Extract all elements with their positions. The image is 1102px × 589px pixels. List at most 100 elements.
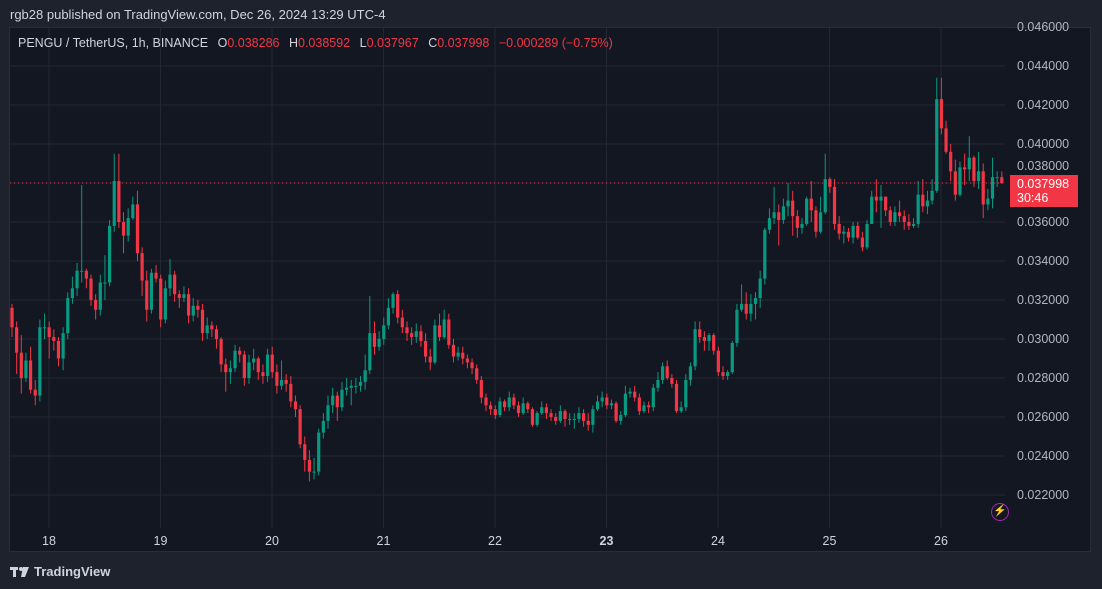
y-tick-label: 0.030000 <box>1017 332 1069 346</box>
candle-up <box>168 274 172 289</box>
candle-down <box>939 99 943 129</box>
candle-down <box>874 196 878 201</box>
candle-down <box>84 270 88 279</box>
candle-up <box>577 413 581 419</box>
x-tick-label: 23 <box>600 534 614 548</box>
candle-down <box>335 395 339 408</box>
change-value: −0.000289 (−0.75%) <box>498 36 613 50</box>
candle-up <box>800 223 804 228</box>
candle-up <box>865 223 869 248</box>
candle-up <box>609 403 614 406</box>
grid-lines <box>10 26 1005 528</box>
symbol-label[interactable]: PENGU / TetherUS, 1h, BINANCE <box>18 36 209 50</box>
candle-up <box>182 294 186 299</box>
open-label: O <box>217 36 228 50</box>
candle-down <box>489 405 493 410</box>
candle-down <box>502 401 507 408</box>
candle-down <box>637 397 641 412</box>
candle-down <box>219 339 223 365</box>
candle-up <box>600 397 604 402</box>
candle-up <box>205 325 209 334</box>
candle-up <box>688 366 693 380</box>
candle-up <box>433 325 437 363</box>
candle-up <box>247 362 251 378</box>
candle-down <box>270 354 274 373</box>
candle-up <box>368 333 372 371</box>
candle-up <box>321 420 325 433</box>
candle-down <box>963 167 967 170</box>
candle-down <box>89 278 93 300</box>
candle-up <box>507 397 511 408</box>
candle-up <box>967 157 971 170</box>
tradingview-footer[interactable]: TradingView <box>10 564 110 579</box>
candle-down <box>214 329 219 339</box>
candle-down <box>832 186 837 224</box>
candle-down <box>921 194 925 207</box>
high-value: 0.038592 <box>298 36 351 50</box>
candle-up <box>442 319 446 338</box>
candle-up <box>749 303 753 314</box>
candle-up <box>656 379 660 388</box>
candle-down <box>949 151 953 172</box>
candle-up <box>823 179 827 213</box>
candle-down <box>614 403 618 421</box>
candle-up <box>414 331 418 338</box>
chart-pane[interactable] <box>9 27 1091 552</box>
candle-down <box>702 337 707 341</box>
candle-up <box>893 212 897 222</box>
candle-down <box>145 280 149 310</box>
candle-up <box>326 405 330 421</box>
candle-up <box>591 409 595 425</box>
candle-up <box>354 385 358 387</box>
low-label: L <box>359 36 367 50</box>
candle-down <box>744 303 748 314</box>
candle-down <box>135 204 140 254</box>
candle-up <box>693 329 697 367</box>
candle-up <box>730 342 734 373</box>
candle-down <box>581 413 586 421</box>
candle-down <box>303 444 307 460</box>
candle-up <box>679 407 683 412</box>
candle-up <box>386 307 391 326</box>
publisher-line: rgb28 published on TradingView.com, Dec … <box>10 7 386 22</box>
candle-down <box>396 294 400 318</box>
candle-up <box>98 282 102 310</box>
candle-up <box>112 181 116 226</box>
candle-down <box>15 327 19 353</box>
candle-up <box>42 327 47 329</box>
y-tick-label: 0.026000 <box>1017 410 1069 424</box>
candle-down <box>224 364 228 373</box>
last-price-value: 0.037998 <box>1017 177 1070 192</box>
candle-down <box>1000 177 1004 184</box>
candle-up <box>818 212 823 232</box>
candle-down <box>47 327 51 338</box>
candle-down <box>563 411 567 419</box>
candle-up <box>70 288 75 299</box>
candle-down <box>674 383 679 412</box>
candle-up <box>344 387 349 390</box>
candle-down <box>461 352 465 359</box>
candle-down <box>298 409 302 445</box>
candle-down <box>173 274 177 295</box>
candle-down <box>846 231 851 238</box>
candle-up <box>879 196 883 201</box>
y-tick-label: 0.034000 <box>1017 254 1069 268</box>
lightning-icon[interactable]: ⚡ <box>991 503 1009 521</box>
candle-down <box>953 171 957 195</box>
y-tick-label: 0.044000 <box>1017 59 1069 73</box>
candle-up <box>126 218 130 236</box>
candle-down <box>512 397 516 406</box>
candle-down <box>10 307 14 328</box>
candle-down <box>884 196 888 211</box>
candle-up <box>103 282 107 284</box>
open-value: 0.038286 <box>227 36 280 50</box>
candle-down <box>586 420 590 425</box>
price-axis: 0.022000 0.024000 0.026000 0.028000 0.030000… <box>1017 20 1069 502</box>
close-label: C <box>428 36 438 50</box>
high-label: H <box>288 36 298 50</box>
candle-up <box>786 200 790 207</box>
candle-up <box>990 177 995 199</box>
candle-up <box>739 303 744 310</box>
candle-down <box>256 358 260 373</box>
